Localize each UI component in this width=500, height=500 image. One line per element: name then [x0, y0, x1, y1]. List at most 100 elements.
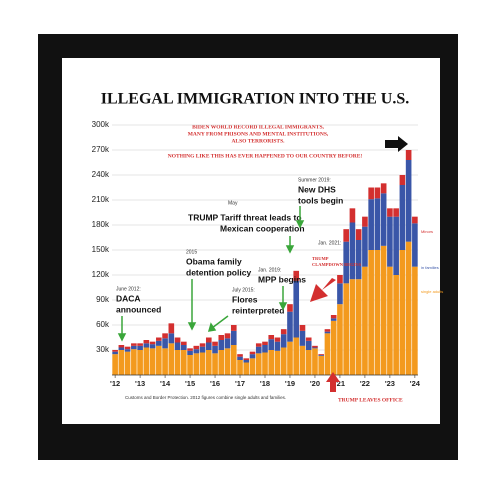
y-tick-label: 180k: [92, 220, 110, 229]
bar-segment: [287, 304, 293, 312]
bar-segment: [156, 340, 162, 346]
y-tick-label: 210k: [92, 195, 110, 204]
bar-segment: [393, 275, 399, 375]
bar-segment: [330, 318, 337, 321]
annotation: Jan. 2019:: [258, 267, 281, 273]
bar-segment: [293, 337, 300, 375]
bar-segment: [118, 345, 125, 348]
y-tick-label: 30k: [96, 345, 110, 354]
bar-segment: [131, 343, 137, 346]
annotation: New DHS: [298, 184, 336, 194]
annotation: Summer 2019:: [298, 177, 331, 183]
bar-segment: [324, 329, 331, 332]
bar-segment: [330, 315, 337, 319]
bar-segment: [249, 354, 256, 359]
x-tick-label: '24: [410, 379, 421, 388]
bar-segment: [274, 341, 281, 351]
x-tick-label: '13: [135, 379, 145, 388]
bar-segment: [137, 345, 143, 350]
annotation: MPP begins: [258, 274, 306, 284]
bar-segment: [412, 216, 418, 224]
bar-segment: [362, 266, 368, 375]
bar-segment: [399, 175, 406, 185]
bar-segment: [149, 348, 156, 375]
annotation: June 2012:: [116, 286, 141, 292]
bar-segment: [374, 198, 381, 250]
bar-segment: [318, 355, 325, 375]
bar-segment: [168, 343, 175, 375]
bar-segment: [293, 280, 300, 338]
bar-segment: [299, 330, 306, 346]
bar-segment: [324, 331, 331, 334]
bar-segment: [224, 348, 231, 375]
annotation: tools begin: [298, 195, 343, 205]
bar-segment: [349, 279, 356, 375]
subtitle: BIDEN WORLD RECORD ILLEGAL IMMIGRANTS,: [192, 124, 324, 130]
bar-segment: [199, 352, 206, 375]
annotation: TRUMP Tariff threat leads to: [188, 212, 302, 222]
bar-segment: [349, 208, 356, 223]
bar-segment: [143, 340, 150, 344]
bar-segment: [255, 343, 262, 347]
x-tick-label: '14: [160, 379, 171, 388]
x-tick-label: '17: [235, 379, 245, 388]
y-tick-label: 120k: [92, 270, 110, 279]
annotation: TRUMP: [312, 256, 329, 261]
bar-segment: [355, 229, 362, 240]
bar-segment: [237, 354, 243, 357]
bar-segment: [312, 345, 318, 348]
bar-segment: [280, 334, 287, 348]
bar-segment: [205, 350, 212, 375]
x-tick-label: '12: [110, 379, 120, 388]
subtitle: NOTHING LIKE THIS HAS EVER HAPPENED TO O…: [168, 153, 363, 159]
bar-segment: [368, 250, 374, 375]
bar-segment: [224, 338, 231, 349]
bar-segment: [249, 351, 256, 355]
bar-segment: [362, 216, 368, 227]
x-tick-label: '16: [210, 379, 220, 388]
bar-segment: [262, 352, 268, 375]
bar-segment: [368, 199, 374, 250]
bar-segment: [393, 208, 399, 217]
bar-segment: [156, 345, 162, 375]
bar-segment: [374, 187, 381, 199]
bar-segment: [362, 226, 368, 267]
bar-segment: [181, 345, 187, 350]
bar-segment: [243, 358, 250, 360]
bar-segment: [181, 350, 187, 375]
bar-segment: [174, 342, 181, 350]
annotation: announced: [116, 304, 161, 314]
bar-segment: [268, 350, 275, 375]
annotation: May: [228, 200, 238, 206]
y-tick-label: 90k: [96, 295, 110, 304]
annotation: DACA: [116, 293, 141, 303]
chart-title: ILLEGAL IMMIGRATION INTO THE U.S.: [101, 91, 410, 108]
bar-segment: [287, 311, 293, 342]
y-tick-label: 300k: [92, 120, 110, 129]
bar-segment: [143, 343, 150, 348]
bar-segment: [412, 266, 418, 375]
bar-segment: [255, 346, 262, 354]
bar-segment: [193, 345, 200, 350]
bar-segment: [280, 347, 287, 375]
bar-segment: [405, 160, 412, 242]
bar-segment: [349, 222, 356, 280]
x-tick-label: '15: [185, 379, 195, 388]
y-tick-label: 150k: [92, 245, 110, 254]
bar-segment: [412, 223, 418, 267]
x-tick-label: '23: [385, 379, 395, 388]
bar-segment: [205, 342, 212, 350]
legend-label: single adults: [421, 289, 443, 294]
bar-segment: [305, 340, 312, 350]
bar-segment: [343, 283, 349, 375]
bar-segment: [230, 345, 237, 375]
bar-segment: [205, 337, 212, 343]
bar-segment: [199, 343, 206, 347]
bar-segment: [393, 216, 399, 275]
bar-segment: [268, 335, 275, 340]
bar-segment: [193, 353, 200, 375]
bar-segment: [324, 333, 331, 375]
bar-segment: [380, 183, 387, 194]
bar-segment: [131, 349, 137, 375]
